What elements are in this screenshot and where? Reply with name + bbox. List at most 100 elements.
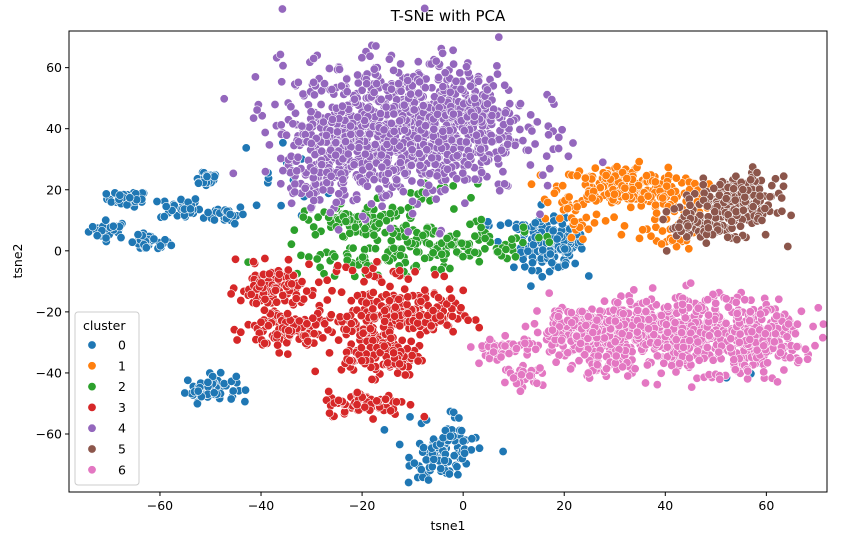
- scatter-point: [774, 294, 784, 304]
- scatter-point: [283, 255, 293, 265]
- scatter-point: [743, 374, 753, 384]
- scatter-point: [693, 303, 703, 313]
- legend-label-6: 6: [118, 462, 126, 477]
- scatter-point: [283, 265, 293, 275]
- scatter-point: [621, 192, 631, 202]
- scatter-point: [403, 292, 413, 302]
- scatter-point: [648, 283, 658, 293]
- scatter-point: [534, 233, 544, 243]
- scatter-point: [658, 193, 668, 203]
- scatter-point: [291, 293, 301, 303]
- scatter-point: [641, 307, 651, 317]
- scatter-point: [369, 64, 379, 74]
- scatter-point: [404, 453, 414, 463]
- scatter-point: [558, 181, 568, 191]
- scatter-point: [353, 112, 363, 122]
- scatter-point: [395, 266, 405, 276]
- scatter-point: [341, 217, 351, 227]
- scatter-point: [509, 262, 519, 272]
- scatter-point: [312, 254, 322, 264]
- scatter-point: [306, 138, 316, 148]
- x-axis-label: tsne1: [431, 518, 466, 533]
- scatter-point: [738, 205, 748, 215]
- scatter-point: [385, 209, 395, 219]
- scatter-point: [445, 87, 455, 97]
- scatter-point: [332, 127, 342, 137]
- scatter-point: [760, 204, 770, 214]
- scatter-point: [446, 293, 456, 303]
- scatter-point: [520, 338, 530, 348]
- scatter-point: [762, 358, 772, 368]
- scatter-point: [458, 436, 468, 446]
- scatter-point: [403, 274, 413, 284]
- scatter-point: [375, 109, 385, 119]
- scatter-point: [435, 229, 445, 239]
- scatter-point: [442, 164, 452, 174]
- scatter-point: [500, 108, 510, 118]
- scatter-point: [500, 341, 510, 351]
- scatter-point: [330, 252, 340, 262]
- scatter-point: [702, 201, 712, 211]
- scatter-point: [456, 303, 466, 313]
- scatter-point: [436, 464, 446, 474]
- scatter-point: [671, 335, 681, 345]
- scatter-point: [538, 170, 548, 180]
- scatter-point: [403, 227, 413, 237]
- scatter-point: [236, 295, 246, 305]
- scatter-point: [670, 318, 680, 328]
- scatter-point: [426, 321, 436, 331]
- scatter-point: [277, 77, 287, 87]
- scatter-point: [592, 360, 602, 370]
- scatter-point: [225, 209, 235, 219]
- scatter-point: [440, 455, 450, 465]
- scatter-point: [429, 124, 439, 134]
- scatter-point: [356, 311, 366, 321]
- scatter-point: [470, 93, 480, 103]
- scatter-point: [333, 261, 343, 271]
- scatter-point: [420, 285, 430, 295]
- scatter-point: [657, 226, 667, 236]
- scatter-point: [334, 335, 344, 345]
- scatter-point: [209, 215, 219, 225]
- scatter-point: [363, 103, 373, 113]
- scatter-point: [202, 172, 212, 182]
- scatter-point: [345, 356, 355, 366]
- scatter-point: [260, 254, 270, 264]
- y-tick-label: 20: [46, 182, 62, 197]
- scatter-point: [379, 425, 389, 435]
- scatter-point: [183, 375, 193, 385]
- scatter-point: [336, 81, 346, 91]
- scatter-point: [276, 120, 286, 130]
- scatter-point: [533, 327, 543, 337]
- scatter-point: [357, 53, 367, 63]
- scatter-point: [590, 163, 600, 173]
- scatter-point: [406, 89, 416, 99]
- scatter-point: [101, 215, 111, 225]
- scatter-point: [246, 289, 256, 299]
- scatter-point: [458, 252, 468, 262]
- scatter-point: [260, 294, 270, 304]
- scatter-point: [294, 137, 304, 147]
- scatter-point: [249, 113, 259, 123]
- scatter-point: [526, 179, 536, 189]
- scatter-point: [721, 318, 731, 328]
- scatter-point: [543, 197, 553, 207]
- scatter-point: [415, 330, 425, 340]
- scatter-point: [641, 297, 651, 307]
- scatter-point: [485, 334, 495, 344]
- scatter-point: [618, 309, 628, 319]
- scatter-point: [674, 222, 684, 232]
- scatter-point: [317, 146, 327, 156]
- scatter-point: [407, 145, 417, 155]
- scatter-point: [249, 257, 259, 267]
- scatter-point: [368, 304, 378, 314]
- scatter-point: [792, 319, 802, 329]
- scatter-point: [572, 202, 582, 212]
- scatter-point: [460, 198, 470, 208]
- scatter-point: [438, 82, 448, 92]
- scatter-point: [560, 244, 570, 254]
- scatter-point: [355, 128, 365, 138]
- scatter-point: [449, 204, 459, 214]
- legend: cluster 0 1 2 3 4 5 6: [74, 311, 140, 486]
